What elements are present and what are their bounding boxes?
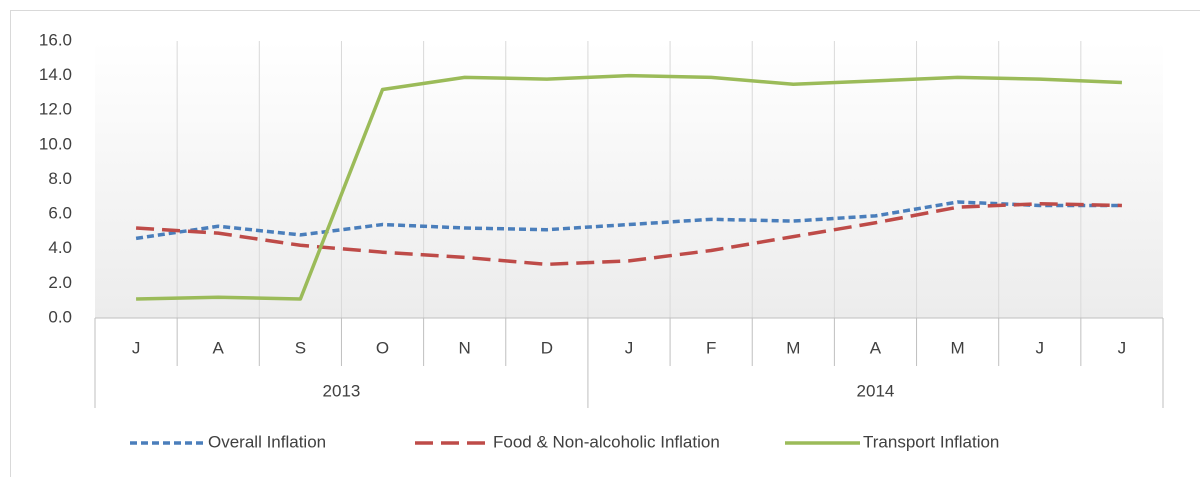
y-tick-label: 0.0 [48,307,72,326]
group-label: 2014 [857,381,895,400]
legend-label: Overall Inflation [208,432,326,451]
legend-label: Food & Non-alcoholic Inflation [493,432,720,451]
x-tick-label: A [213,338,225,357]
series-line [135,201,1122,267]
x-tick-label: N [459,338,471,357]
x-tick-label: S [295,338,306,357]
x-tick-label: J [132,338,141,357]
x-tick-label: F [706,338,716,357]
plot-background [95,41,1163,318]
x-tick-label: M [786,338,800,357]
y-tick-label: 12.0 [39,100,72,119]
y-tick-label: 4.0 [48,238,72,257]
y-tick-label: 6.0 [48,204,72,223]
y-tick-label: 10.0 [39,134,72,153]
chart-border [10,10,1200,477]
legend-label: Transport Inflation [863,432,999,451]
y-tick-label: 16.0 [39,30,72,49]
y-tick-label: 8.0 [48,169,72,188]
x-tick-label: J [1118,338,1127,357]
x-tick-label: M [951,338,965,357]
x-tick-label: J [625,338,634,357]
series-line [135,200,1122,241]
x-tick-label: O [376,338,389,357]
x-tick-label: D [541,338,553,357]
y-tick-label: 2.0 [48,273,72,292]
group-label: 2013 [323,381,361,400]
x-tick-label: A [870,338,882,357]
series-line [136,73,1122,301]
x-tick-label: J [1036,338,1045,357]
y-tick-label: 14.0 [39,65,72,84]
